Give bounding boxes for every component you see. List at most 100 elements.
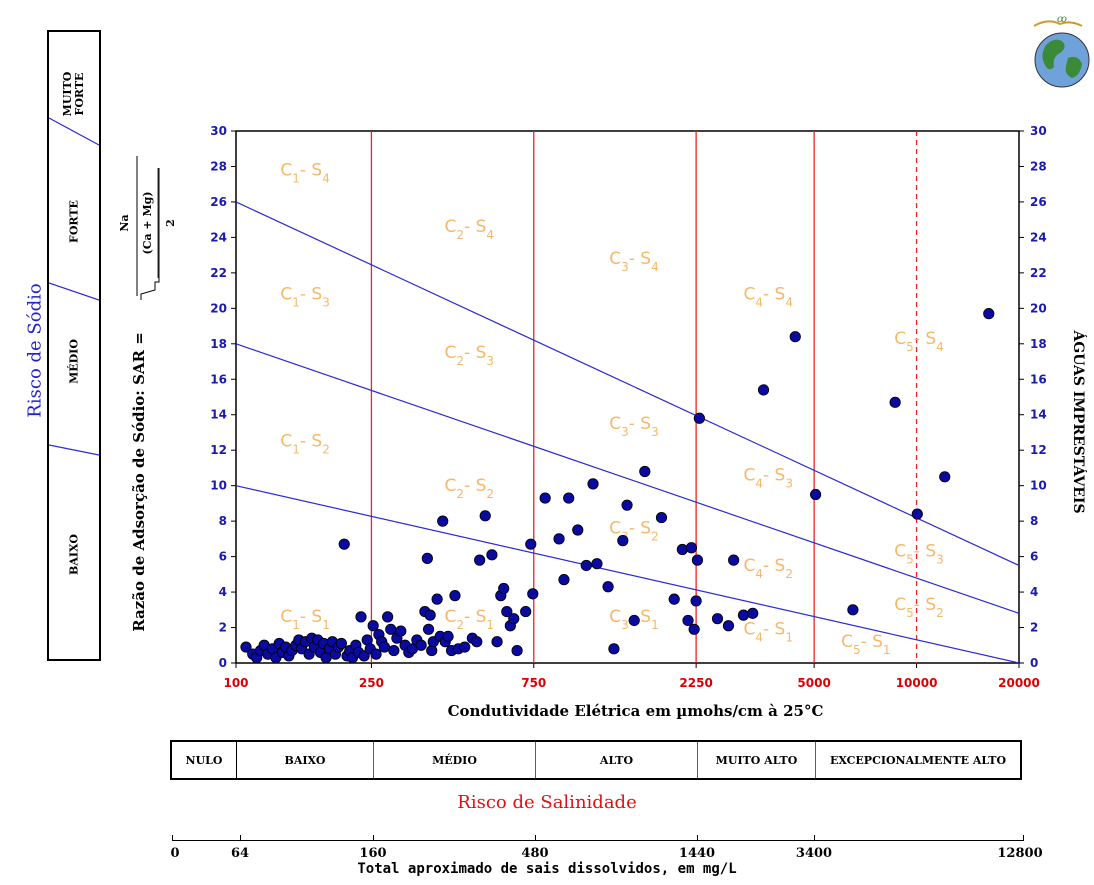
data-point [789,331,801,343]
y-tick-label-right: 6 [1030,550,1038,564]
tds-tick-label: 160 [359,846,387,861]
data-point [722,620,735,632]
sar-formula: Na (Ca + Mg) 2 [118,156,177,300]
data-point [474,554,486,566]
salinity-cell-medio: MÉDIO [432,753,477,767]
data-point [591,558,603,570]
svg-text:ꝏ: ꝏ [1057,14,1067,25]
class-label-c5-s3: C5- S3 [894,542,944,567]
salinity-cell-excepcionalmente-alto: EXCEPCIONALMENTE ALTO [829,753,1007,767]
sodium-risk-title: Risco de Sódio [24,283,46,418]
band-medio: MÉDIO [67,339,81,384]
y-tick-label-left: 10 [210,479,227,493]
data-point [498,582,510,595]
salinity-risk-title: Risco de Salinidade [457,792,637,813]
y-tick-label-left: 16 [210,372,227,386]
y-tick-label-left: 28 [210,159,227,173]
data-point [471,636,483,648]
class-label-c1-s3: C1- S3 [280,284,330,309]
x-tick-label: 250 [359,676,384,690]
y-tick-label-right: 4 [1030,585,1038,599]
data-point [382,611,394,623]
data-point [459,641,471,653]
y-tick-label-left: 22 [210,266,227,280]
tds-tick-label: 480 [521,846,549,861]
data-point [422,623,435,635]
band-baixo: BAIXO [67,534,81,575]
data-point [431,593,443,605]
y-tick-label-left: 20 [210,301,227,315]
class-label-c2-s1: C2- S1 [445,607,495,632]
data-point [388,644,400,657]
x-tick-label: 750 [521,676,546,690]
tds-tick-label: 3400 [795,846,833,861]
data-point [335,637,347,650]
y-tick-label-right: 10 [1030,479,1047,493]
class-label-c4-s1: C4- S1 [743,620,793,645]
data-point [355,611,367,623]
sar-formula-divisor: 2 [164,219,177,227]
y-tick-label-left: 6 [219,550,227,564]
data-point [558,574,570,586]
data-point [539,492,551,504]
data-point [508,613,520,625]
y-tick-label-left: 18 [210,337,227,351]
data-point [737,609,750,621]
x-tick-label: 20000 [998,676,1040,690]
class-label-c3-s2: C3- S2 [609,519,659,544]
data-point [617,535,629,547]
data-point [553,533,565,545]
data-point [587,478,599,490]
class-label-c1-s2: C1- S2 [280,432,330,457]
sodium-risk-line [235,343,1020,614]
data-point [747,607,759,619]
class-label-c3-s4: C3- S4 [609,249,659,274]
data-point [693,412,705,424]
class-label-c2-s2: C2- S2 [445,476,495,501]
y-tick-label-right: 24 [1030,230,1047,244]
y-tick-label-right: 8 [1030,514,1038,528]
data-point [491,636,503,648]
class-label-c1-s1: C1- S1 [280,607,330,632]
tds-tick-label: 64 [230,846,250,861]
data-point [525,538,537,550]
class-label-c4-s3: C4- S3 [743,465,793,490]
data-point [240,641,252,653]
data-point [520,605,532,618]
y-tick-label-left: 8 [219,514,227,528]
y-tick-label-right: 26 [1030,195,1047,209]
data-point [676,543,688,556]
data-point [939,471,951,483]
class-label-c2-s3: C2- S3 [445,343,495,368]
data-point [449,590,461,602]
y-tick-label-right: 30 [1030,124,1047,138]
data-point [690,595,702,607]
tds-scale-title: Total aproximado de sais dissolvidos, em… [357,861,737,877]
data-point [572,524,584,536]
data-point [501,605,513,618]
right-axis-title: ÁGUAS IMPRESTÁVEIS [1070,329,1088,513]
data-point [983,308,995,320]
data-point [628,614,640,627]
x-tick-label: 10000 [896,676,938,690]
sar-formula-numerator: Na [118,214,131,231]
salinity-cell-alto: ALTO [599,753,634,767]
data-point [479,510,491,522]
y-tick-label-left: 14 [210,408,227,422]
x-tick-label: 5000 [797,676,830,690]
salinity-cell-baixo: BAIXO [284,753,326,767]
data-point [395,625,407,637]
data-point [711,613,724,625]
data-point [563,492,575,504]
x-tick-label: 100 [223,676,248,690]
class-label-c1-s4: C1- S4 [280,160,330,185]
band-forte: FORTE [67,200,81,243]
data-point [691,554,704,566]
tds-scale-line [172,840,1024,841]
y-tick-label-right: 2 [1030,621,1038,635]
data-point [688,623,700,635]
data-point [810,488,822,501]
sodium-risk-dividers [49,117,99,456]
data-point [358,650,370,662]
